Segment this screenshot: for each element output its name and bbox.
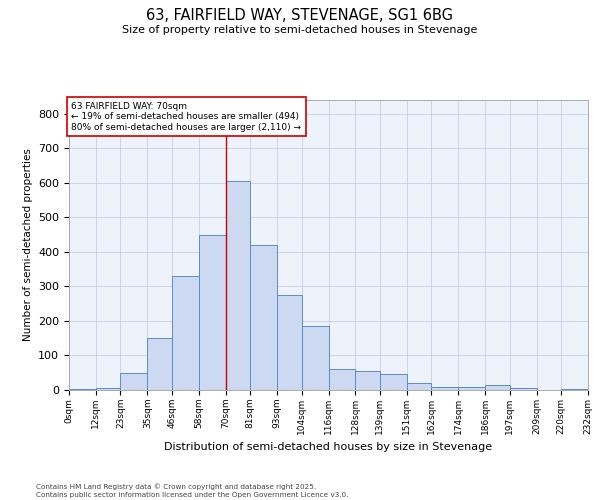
Text: Contains HM Land Registry data © Crown copyright and database right 2025.
Contai: Contains HM Land Registry data © Crown c… xyxy=(36,484,349,498)
Bar xyxy=(121,372,147,390)
Bar xyxy=(458,387,485,390)
Bar xyxy=(485,385,510,390)
Bar xyxy=(510,388,536,390)
Bar xyxy=(329,370,355,390)
Bar xyxy=(302,326,329,390)
Bar xyxy=(431,386,458,390)
X-axis label: Distribution of semi-detached houses by size in Stevenage: Distribution of semi-detached houses by … xyxy=(164,442,493,452)
Text: 63, FAIRFIELD WAY, STEVENAGE, SG1 6BG: 63, FAIRFIELD WAY, STEVENAGE, SG1 6BG xyxy=(146,8,454,22)
Y-axis label: Number of semi-detached properties: Number of semi-detached properties xyxy=(23,148,32,342)
Bar xyxy=(172,276,199,390)
Bar xyxy=(226,181,250,390)
Text: 63 FAIRFIELD WAY: 70sqm
← 19% of semi-detached houses are smaller (494)
80% of s: 63 FAIRFIELD WAY: 70sqm ← 19% of semi-de… xyxy=(71,102,301,132)
Bar xyxy=(561,389,588,390)
Bar xyxy=(407,383,431,390)
Bar xyxy=(380,374,407,390)
Bar xyxy=(277,295,302,390)
Bar xyxy=(199,234,226,390)
Bar xyxy=(250,245,277,390)
Bar xyxy=(96,388,121,390)
Bar xyxy=(355,371,380,390)
Bar xyxy=(147,338,172,390)
Text: Size of property relative to semi-detached houses in Stevenage: Size of property relative to semi-detach… xyxy=(122,25,478,35)
